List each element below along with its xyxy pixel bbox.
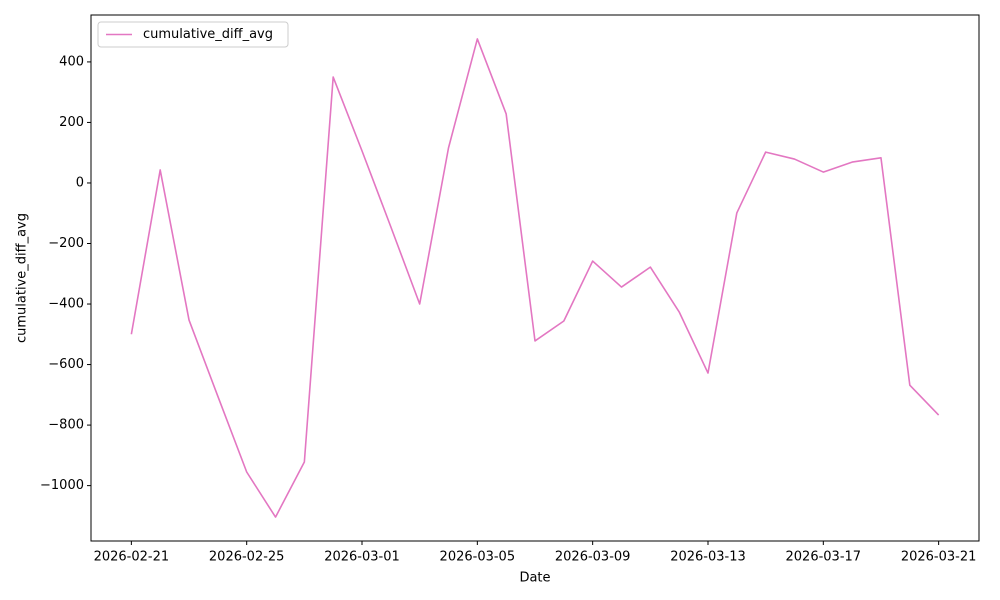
x-axis-label: Date — [519, 571, 550, 586]
legend-label: cumulative_diff_avg — [143, 27, 273, 42]
x-tick-label: 2026-03-21 — [901, 550, 977, 565]
y-tick-label: 400 — [59, 54, 84, 69]
y-tick-label: −400 — [48, 297, 84, 312]
y-tick-label: −200 — [48, 236, 84, 251]
y-axis-label: cumulative_diff_avg — [15, 213, 30, 343]
x-tick-label: 2026-02-25 — [209, 550, 285, 565]
y-tick-label: −800 — [48, 418, 84, 433]
axes-frame — [90, 14, 980, 542]
y-tick-label: −600 — [48, 357, 84, 372]
x-tick-label: 2026-03-09 — [555, 550, 631, 565]
legend-box — [97, 21, 289, 48]
y-tick-label: −1000 — [40, 478, 84, 493]
y-tick-label: 200 — [59, 115, 84, 130]
x-tick-label: 2026-03-13 — [670, 550, 746, 565]
x-tick-label: 2026-03-05 — [440, 550, 516, 565]
y-tick-label: 0 — [76, 175, 84, 190]
x-tick-label: 2026-02-21 — [94, 550, 170, 565]
data-line — [130, 38, 940, 518]
x-tick-label: 2026-03-17 — [786, 550, 862, 565]
x-tick-label: 2026-03-01 — [324, 550, 400, 565]
